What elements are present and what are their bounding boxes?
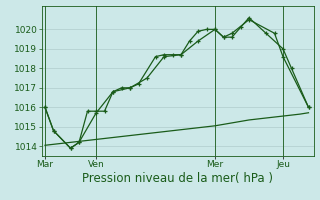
X-axis label: Pression niveau de la mer( hPa ): Pression niveau de la mer( hPa ) bbox=[82, 172, 273, 185]
